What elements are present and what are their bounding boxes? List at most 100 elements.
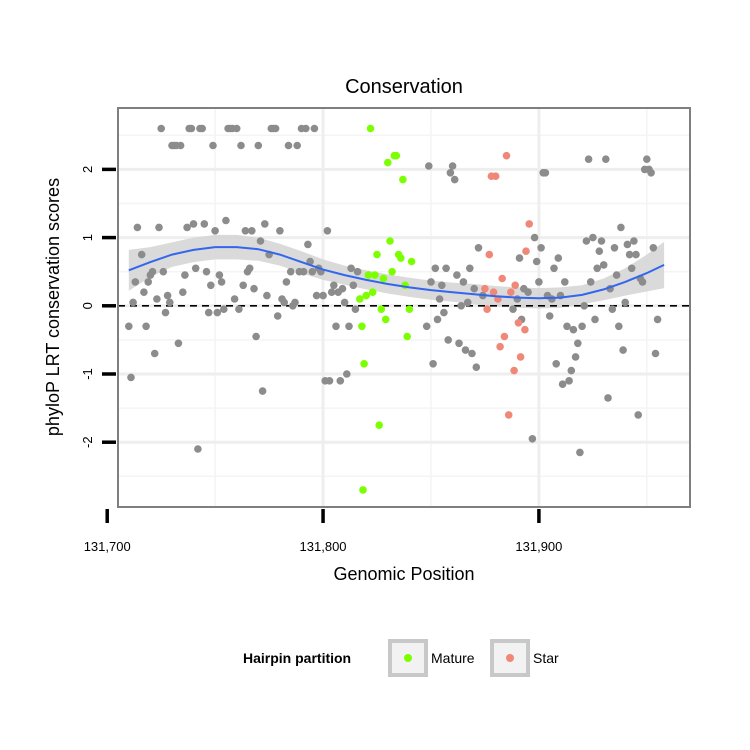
point-star xyxy=(522,247,530,255)
legend-mature-marker xyxy=(404,654,412,662)
point-other xyxy=(137,250,146,259)
point-other xyxy=(638,278,647,286)
point-other xyxy=(634,411,642,419)
point-mature xyxy=(356,295,364,303)
point-other xyxy=(630,237,638,245)
point-other xyxy=(558,380,567,389)
point-other xyxy=(435,295,444,303)
point-other xyxy=(647,169,655,177)
point-mature xyxy=(379,274,388,283)
point-other xyxy=(142,322,150,331)
point-other xyxy=(163,291,172,300)
point-other xyxy=(271,124,280,133)
point-other xyxy=(621,298,629,307)
point-other xyxy=(353,267,362,276)
point-other xyxy=(528,435,537,443)
point-mature xyxy=(384,158,392,167)
point-mature xyxy=(388,267,396,276)
point-other xyxy=(254,141,263,150)
point-other xyxy=(256,237,265,245)
point-other xyxy=(515,254,524,262)
point-star xyxy=(510,366,518,375)
point-other xyxy=(181,271,189,279)
point-other xyxy=(176,141,185,150)
legend-key-star xyxy=(490,639,530,677)
point-other xyxy=(574,339,582,348)
point-other xyxy=(340,298,349,307)
point-mature xyxy=(399,175,407,184)
point-other xyxy=(554,254,563,262)
point-star xyxy=(489,288,498,297)
point-star xyxy=(502,151,511,160)
y-tick-label: -1 xyxy=(80,368,95,380)
point-mature xyxy=(405,305,414,314)
point-other xyxy=(166,298,174,307)
point-other xyxy=(232,124,241,133)
point-star xyxy=(516,353,525,361)
point-other xyxy=(153,295,161,303)
point-other xyxy=(343,370,351,378)
point-other xyxy=(597,237,606,245)
y-tick-label: 2 xyxy=(80,166,95,173)
point-other xyxy=(239,281,247,290)
point-other xyxy=(286,267,295,276)
point-other xyxy=(280,298,289,307)
point-other xyxy=(530,233,539,242)
y-tick-label: 0 xyxy=(80,302,95,309)
point-other xyxy=(213,308,222,317)
y-axis-title: phyloP LRT conservation scores xyxy=(43,178,63,436)
point-other xyxy=(513,295,522,303)
point-other xyxy=(604,394,612,402)
point-other xyxy=(561,278,569,286)
legend-title: Hairpin partition xyxy=(243,650,351,666)
x-tick-label: 131,800 xyxy=(300,539,347,554)
point-other xyxy=(129,298,137,307)
point-other xyxy=(576,448,584,457)
point-other xyxy=(241,227,250,235)
point-mature xyxy=(360,360,368,368)
point-other xyxy=(582,237,591,245)
point-other xyxy=(276,227,284,235)
point-other xyxy=(338,284,347,293)
point-other xyxy=(593,264,601,273)
point-other xyxy=(565,377,573,385)
point-other xyxy=(209,141,217,150)
point-other xyxy=(161,308,170,317)
legend-label-star: Star xyxy=(533,650,559,666)
point-other xyxy=(237,141,245,150)
point-other xyxy=(591,315,599,324)
point-other xyxy=(345,322,353,331)
legend-star-marker xyxy=(506,654,514,662)
point-other xyxy=(599,261,608,269)
points-layer xyxy=(125,124,662,494)
point-other xyxy=(578,322,586,331)
point-other xyxy=(327,288,336,297)
legend-key-mature xyxy=(388,639,428,677)
point-other xyxy=(474,244,483,252)
point-other xyxy=(580,302,588,310)
point-star xyxy=(504,411,513,419)
point-other xyxy=(632,250,640,259)
point-other xyxy=(535,278,543,286)
plot-panel xyxy=(118,108,690,507)
point-other xyxy=(608,305,617,314)
point-other xyxy=(571,353,580,361)
point-other xyxy=(312,291,321,300)
point-other xyxy=(347,264,355,273)
point-other xyxy=(222,216,230,225)
point-mature xyxy=(397,254,405,262)
point-star xyxy=(507,288,515,297)
point-other xyxy=(438,281,446,290)
point-other xyxy=(211,227,219,235)
point-other xyxy=(450,175,459,184)
point-other xyxy=(187,124,196,133)
point-other xyxy=(189,220,198,228)
point-other xyxy=(433,315,442,324)
point-other xyxy=(308,267,317,276)
point-other xyxy=(336,377,345,385)
point-other xyxy=(284,141,293,150)
point-other xyxy=(589,233,597,242)
point-other xyxy=(466,264,474,273)
point-other xyxy=(330,281,338,290)
point-other xyxy=(148,267,157,276)
